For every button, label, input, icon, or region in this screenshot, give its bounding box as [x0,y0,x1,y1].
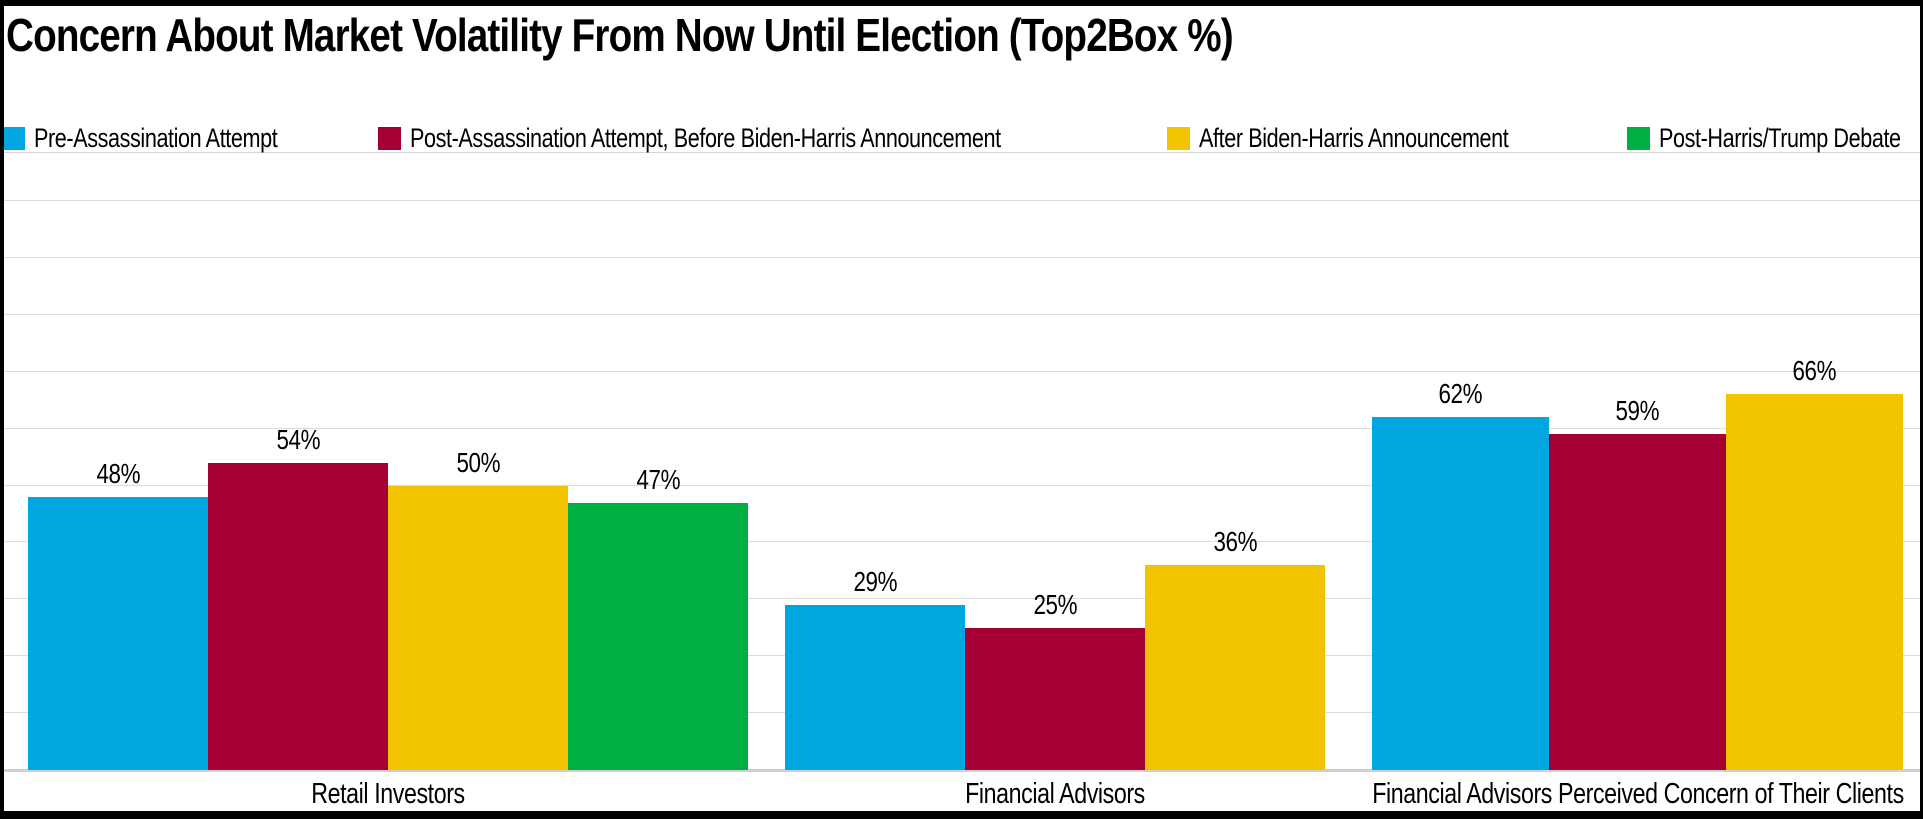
bar [1726,394,1903,770]
gridline [0,313,1923,315]
gridline [0,200,1923,201]
bar-value-label: 66% [1792,355,1837,387]
plot-area: 48% 54% 50% 47% 29% 25% 36% 62% 59% 66% [0,152,1923,772]
legend-item: After Biden-Harris Announcement [1167,123,1586,154]
bar-value-label: 47% [636,463,680,495]
legend-label: Pre-Assassination Attempt [34,123,278,153]
bar [208,462,388,770]
legend-swatch-icon [378,127,401,150]
x-axis-line [0,769,1923,772]
gridline [0,427,1923,429]
bar-cell: 47% [568,464,748,770]
legend-swatch-icon [1167,127,1190,150]
bar-cell: 54% [208,424,388,770]
bar-cell: 59% [1549,395,1726,770]
bar [1145,565,1325,770]
legend-label: After Biden-Harris Announcement [1199,123,1509,153]
gridline [0,541,1923,543]
legend: Pre-Assassination Attempt Post-Assassinat… [0,0,1923,170]
legend-label: Post-Harris/Trump Debate [1659,123,1901,153]
legend-swatch-icon [1627,127,1650,150]
bar-value-label: 29% [853,566,897,597]
gridline [0,484,1923,486]
bar [1549,434,1726,770]
bar-value-label: 48% [96,457,140,489]
bar [28,496,208,770]
bar-value-label: 25% [1033,588,1077,620]
legend-item: Post-Assassination Attempt, Before Biden… [378,123,1148,154]
legend-item: Pre-Assassination Attempt [2,123,338,154]
category-label: Financial Advisors Perceived Concern of … [1371,778,1904,810]
bar-value-label: 50% [456,446,500,478]
bar-group: 48% 54% 50% 47% [28,424,748,770]
bar [568,502,748,770]
category-label: Financial Advisors [965,778,1145,810]
bar-group: 29% 25% 36% [785,526,1325,770]
legend-swatch-icon [2,127,25,150]
bar [388,485,568,770]
bar-cell: 48% [28,458,208,770]
plot-top-border [0,152,1923,153]
bar [785,605,965,770]
bar-value-label: 54% [276,423,320,455]
gridline [0,598,1923,600]
bar-cell: 25% [965,589,1145,770]
bar-value-label: 36% [1213,526,1257,558]
bar-cell: 66% [1726,355,1903,770]
bar-cell: 29% [785,566,965,770]
bar-value-label: 59% [1615,395,1660,427]
legend-item: Post-Harris/Trump Debate [1627,123,1923,154]
bar-cell: 50% [388,446,568,770]
bar-value-label: 62% [1438,378,1483,410]
category-label: Retail Investors [311,778,465,810]
bar-cell: 36% [1145,526,1325,770]
gridline [0,256,1923,258]
bar-group: 62% 59% 66% [1372,355,1903,770]
bar [965,627,1145,770]
legend-label: Post-Assassination Attempt, Before Biden… [410,123,1001,153]
bar-cell: 62% [1372,378,1549,770]
bar [1372,417,1549,770]
chart-title: Concern About Market Volatility From Now… [6,9,1234,61]
gridline [0,370,1923,372]
